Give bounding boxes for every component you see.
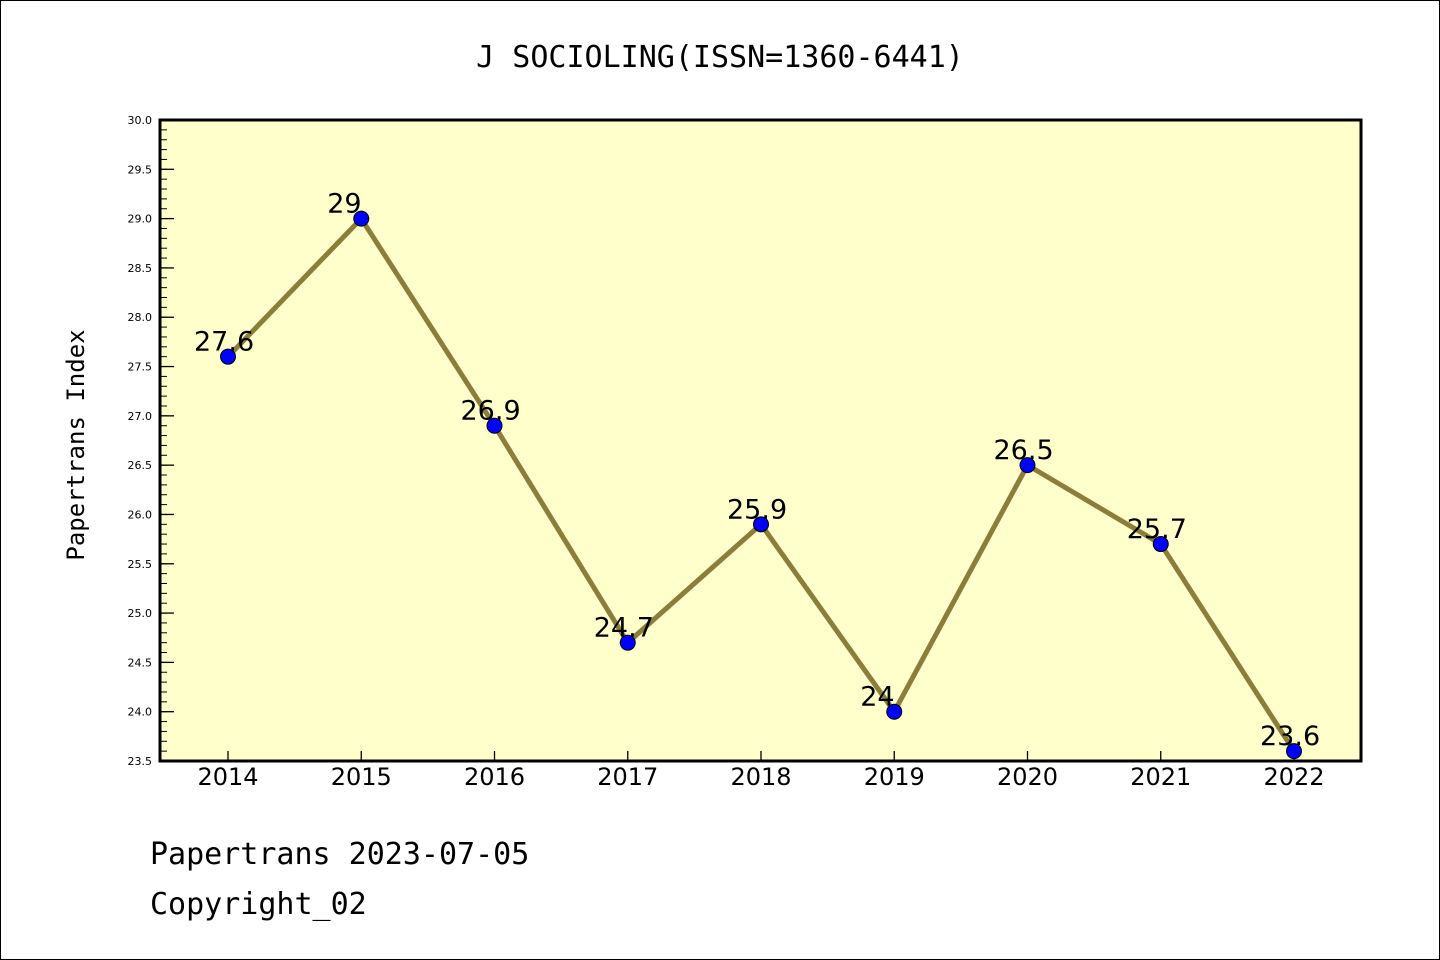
data-labels: 27.6 29 26.9 24.7 25.9 24 26.5 25.7 23.6 bbox=[194, 189, 1320, 753]
data-label: 24.7 bbox=[594, 613, 654, 644]
x-tick-label: 2016 bbox=[464, 763, 525, 791]
y-tick-label: 28.0 bbox=[128, 311, 153, 324]
x-tick-label: 2015 bbox=[331, 763, 392, 791]
data-label: 24 bbox=[860, 682, 894, 713]
data-label: 25.9 bbox=[727, 494, 787, 525]
y-tick-label: 28.5 bbox=[128, 262, 153, 275]
data-label: 26.5 bbox=[994, 435, 1054, 466]
data-series bbox=[220, 210, 1302, 760]
plot-border bbox=[158, 118, 1363, 763]
x-tick-label: 2017 bbox=[597, 763, 658, 791]
data-point bbox=[353, 210, 370, 227]
x-tick-label: 2018 bbox=[730, 763, 791, 791]
y-tick-label: 30.0 bbox=[128, 114, 153, 127]
x-tick-label: 2019 bbox=[864, 763, 925, 791]
x-tick-label: 2021 bbox=[1130, 763, 1191, 791]
data-point bbox=[619, 634, 636, 651]
y-tick-label: 23.5 bbox=[128, 755, 153, 768]
data-point bbox=[486, 417, 503, 434]
data-point bbox=[1286, 743, 1302, 760]
x-tick-label: 2022 bbox=[1263, 763, 1324, 791]
y-axis-label: Papertrans Index bbox=[62, 329, 90, 560]
data-point bbox=[1152, 536, 1169, 553]
x-tick-label: 2014 bbox=[197, 763, 258, 791]
data-label: 27.6 bbox=[194, 327, 254, 358]
data-point bbox=[220, 348, 236, 365]
y-tick-label: 27.5 bbox=[128, 361, 153, 374]
data-label: 23.6 bbox=[1260, 721, 1320, 752]
x-axis: 2014 2015 2016 2017 2018 2019 2020 2021 2022 bbox=[197, 751, 1325, 791]
data-point bbox=[753, 516, 769, 533]
footer-date: Papertrans 2023-07-05 bbox=[150, 837, 529, 872]
data-label: 29 bbox=[327, 189, 361, 220]
data-label: 25.7 bbox=[1127, 514, 1187, 545]
data-label: 26.9 bbox=[461, 396, 521, 427]
chart-title: J SOCIOLING(ISSN=1360-6441) bbox=[476, 40, 964, 75]
y-tick-label: 26.5 bbox=[128, 459, 153, 472]
y-tick-label: 29.0 bbox=[128, 213, 153, 226]
y-tick-label: 27.0 bbox=[128, 410, 153, 423]
data-point bbox=[1019, 457, 1036, 474]
x-tick-label: 2020 bbox=[997, 763, 1058, 791]
footer-copyright: Copyright_02 bbox=[150, 887, 367, 922]
y-tick-label: 29.5 bbox=[128, 163, 153, 176]
y-tick-label: 25.0 bbox=[128, 607, 153, 620]
y-tick-label: 25.5 bbox=[128, 558, 153, 571]
y-tick-label: 24.0 bbox=[128, 706, 153, 719]
y-tick-label: 26.0 bbox=[128, 508, 153, 521]
plot-area bbox=[160, 120, 1361, 761]
y-tick-label: 24.5 bbox=[128, 656, 153, 669]
data-point bbox=[886, 703, 903, 720]
